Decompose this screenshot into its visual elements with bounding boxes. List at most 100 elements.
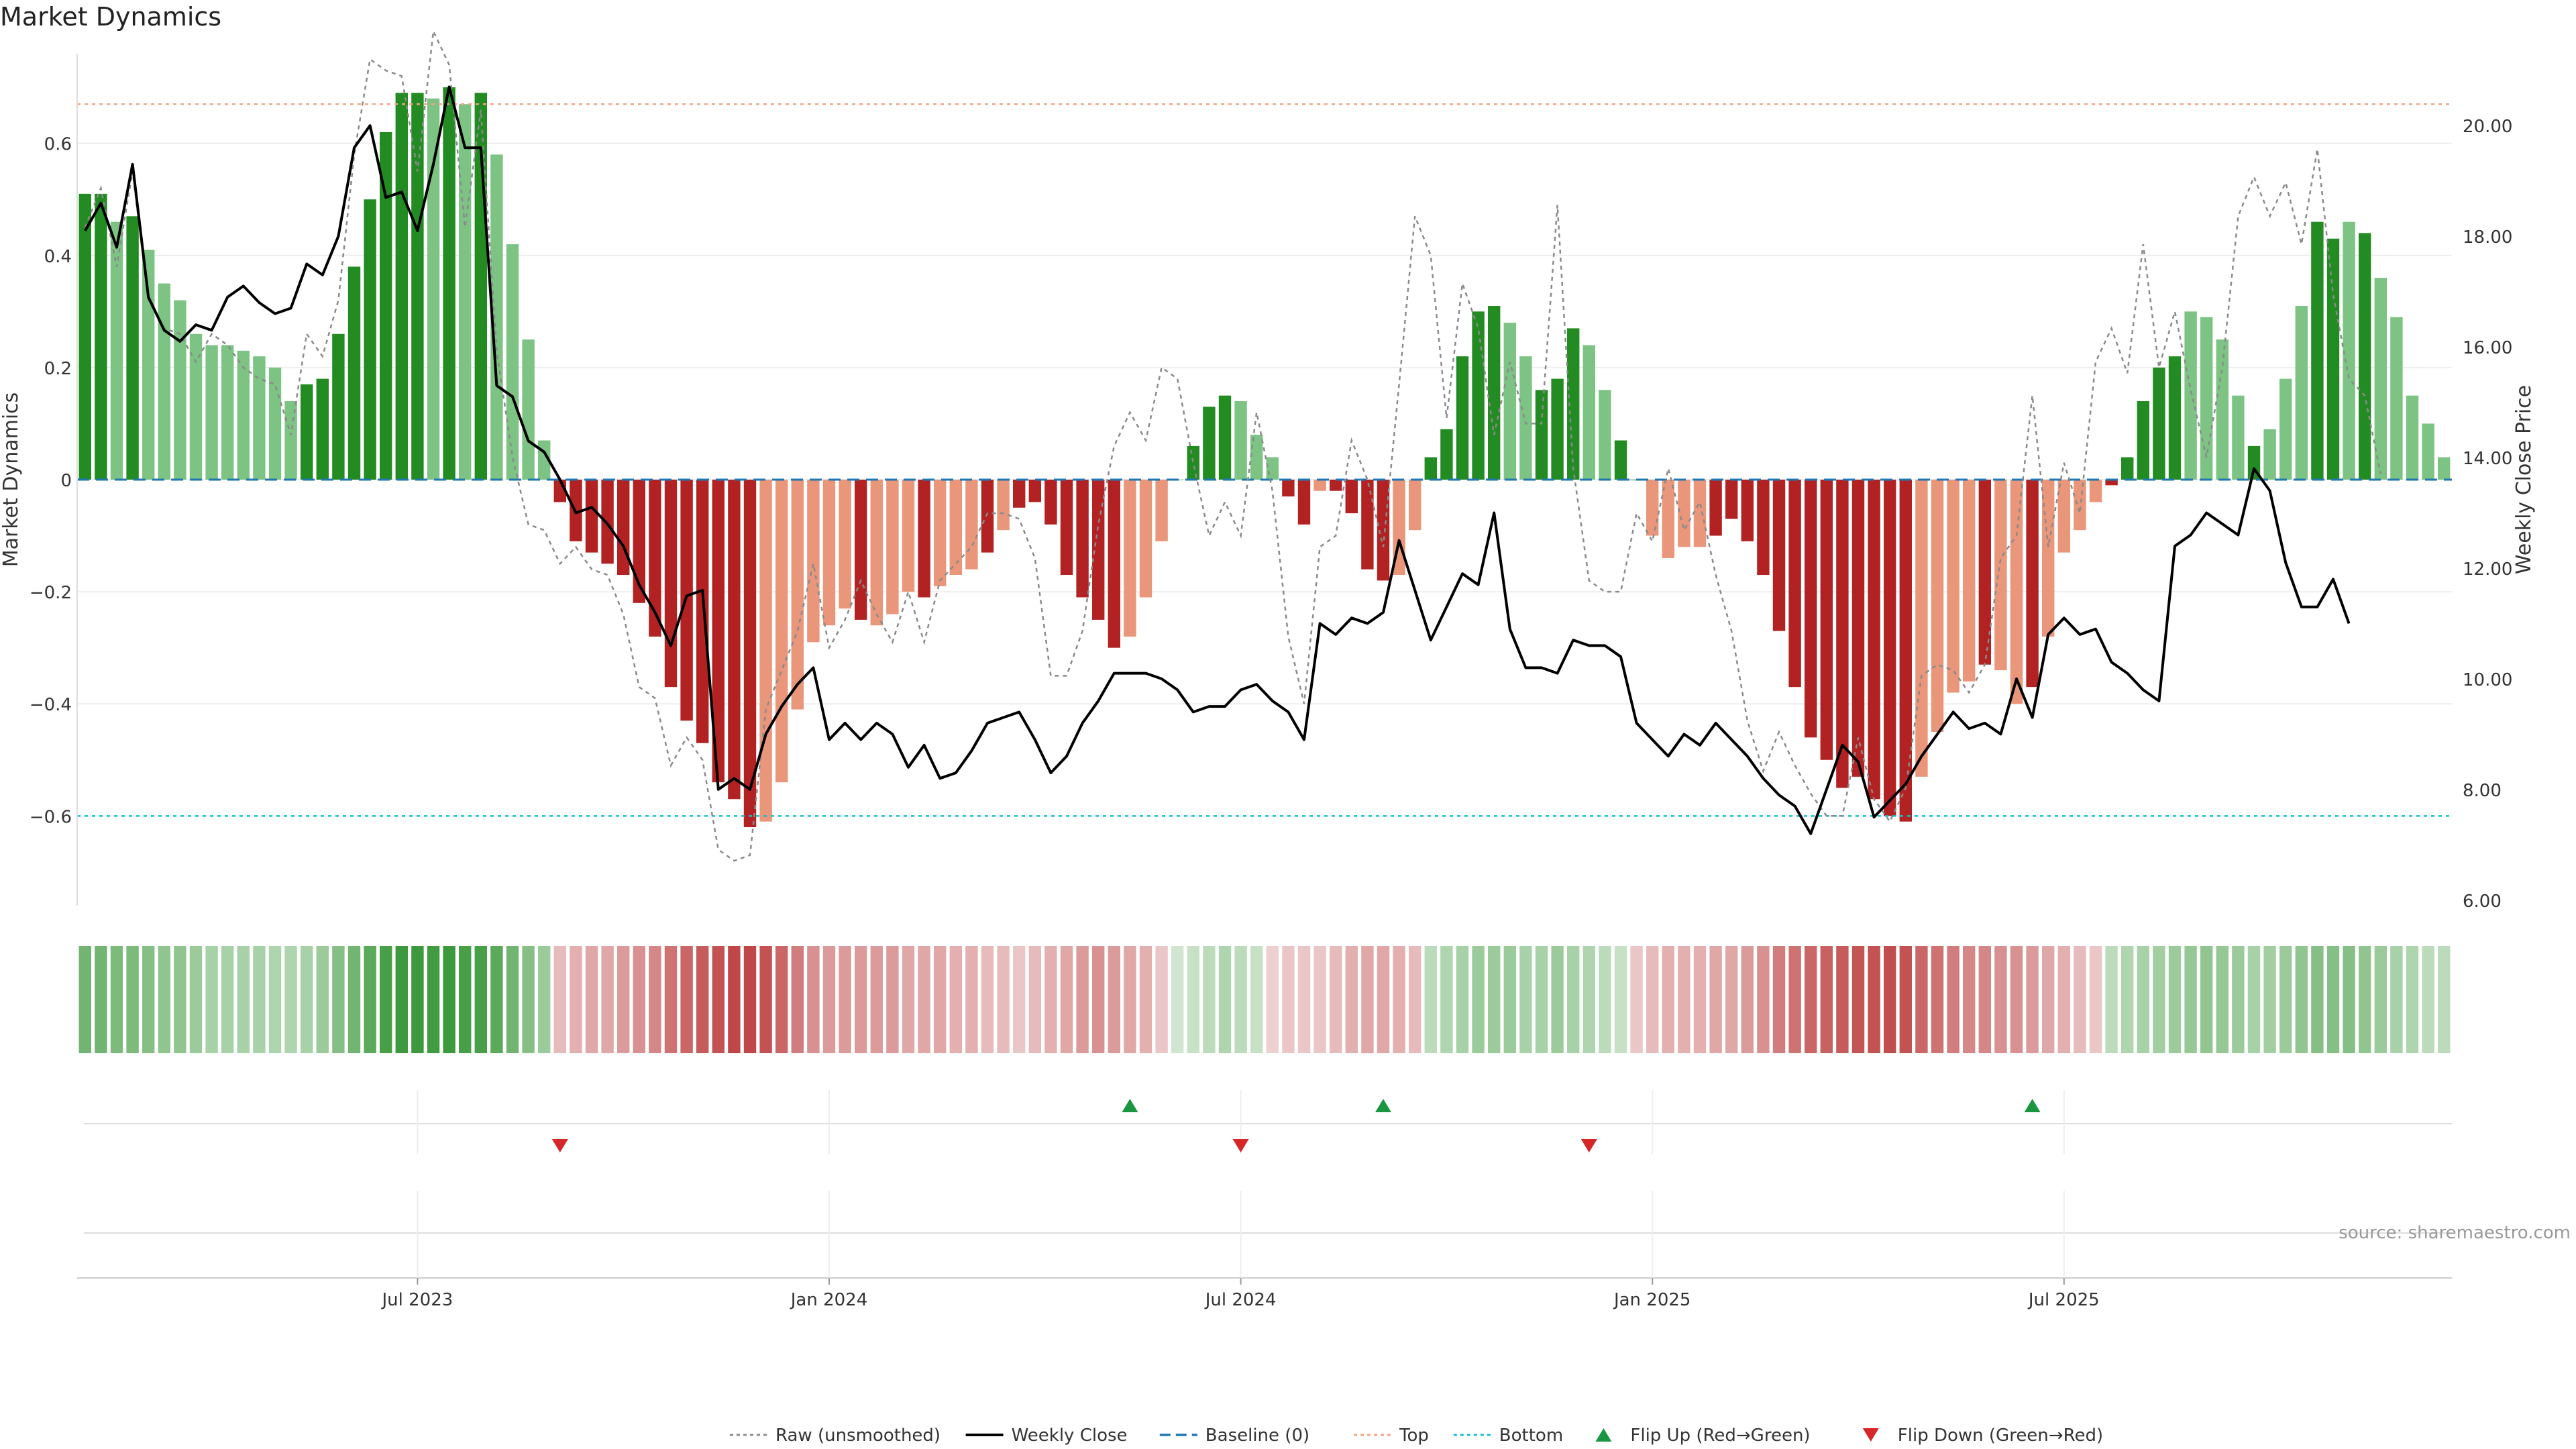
- dynamics-bar: [1313, 480, 1326, 491]
- heatmap-cell: [728, 946, 741, 1053]
- heatmap-cell: [316, 946, 329, 1053]
- dynamics-bar: [1535, 390, 1548, 480]
- dynamics-bar: [253, 356, 266, 480]
- heatmap-cell: [2041, 946, 2055, 1053]
- heatmap-cell: [1535, 946, 1548, 1053]
- dynamics-bar: [1868, 480, 1880, 800]
- heatmap-cell: [1408, 946, 1421, 1053]
- heatmap-cell: [1424, 946, 1438, 1053]
- heatmap-cell: [1678, 946, 1690, 1053]
- heatmap-cell: [1693, 946, 1707, 1053]
- dynamics-bar: [490, 154, 503, 480]
- y2-tick-label: 10.00: [2463, 670, 2512, 690]
- dynamics-bar: [2374, 278, 2387, 480]
- heatmap-cell: [965, 946, 978, 1053]
- heatmap-cell: [2057, 946, 2071, 1053]
- dynamics-bar: [95, 193, 107, 480]
- dynamics-bar: [1599, 390, 1611, 480]
- dynamics-bar: [2279, 378, 2292, 480]
- heatmap-cell: [1978, 946, 1992, 1053]
- y2-tick-label: 8.00: [2463, 781, 2502, 801]
- heatmap-cell: [522, 946, 535, 1053]
- dynamics-bar: [1614, 440, 1627, 480]
- legend-label: Bottom: [1499, 1426, 1563, 1446]
- heatmap-cell: [1772, 946, 1786, 1053]
- dynamics-bar: [933, 480, 947, 586]
- dynamics-bar: [1931, 480, 1944, 732]
- dynamics-bar: [1124, 480, 1136, 637]
- heatmap-cell: [2390, 946, 2403, 1053]
- heatmap-cell: [553, 946, 567, 1053]
- x-tick-label: Jul 2025: [2027, 1290, 2100, 1310]
- heatmap-cell: [1124, 946, 1136, 1053]
- dynamics-bar: [268, 367, 282, 480]
- dynamics-bar: [2422, 423, 2434, 480]
- heatmap-cell: [347, 946, 361, 1053]
- y-tick-label: −0.4: [30, 695, 72, 715]
- heatmap-cell: [2137, 946, 2150, 1053]
- heatmap-cell: [300, 946, 313, 1053]
- heatmap-cell: [759, 946, 772, 1053]
- heatmap-cell: [379, 946, 392, 1053]
- flip-up-marker: [1122, 1099, 1138, 1112]
- dynamics-bar: [1883, 480, 1896, 816]
- heatmap-cell: [1836, 946, 1849, 1053]
- heatmap-cell: [1393, 946, 1405, 1053]
- heatmap-cell: [2422, 946, 2434, 1053]
- dynamics-bar: [1234, 401, 1247, 480]
- dynamics-bar: [712, 480, 725, 783]
- heatmap-cell: [2121, 946, 2134, 1053]
- dynamics-bar: [1915, 480, 1928, 777]
- dynamics-bar: [1551, 378, 1564, 480]
- dynamics-bar: [221, 345, 234, 480]
- dynamics-bar: [1440, 429, 1453, 480]
- heatmap-cell: [616, 946, 630, 1053]
- dynamics-bar: [1582, 345, 1596, 480]
- dynamics-bar: [981, 480, 994, 553]
- dynamics-bar: [2295, 305, 2308, 480]
- heatmap-cell: [2026, 946, 2039, 1053]
- heatmap-cell: [807, 946, 820, 1053]
- dynamics-bar: [2326, 238, 2340, 480]
- heatmap-cell: [189, 946, 203, 1053]
- dynamics-bar: [743, 480, 757, 828]
- dynamics-bar: [1187, 445, 1200, 480]
- dynamics-bar: [2137, 401, 2150, 480]
- dynamics-bar: [189, 333, 203, 480]
- heatmap-cell: [2295, 946, 2308, 1053]
- dynamics-bar: [1472, 311, 1485, 480]
- heatmap-cell: [1456, 946, 1469, 1053]
- dynamics-bar: [649, 480, 661, 637]
- dynamics-bar: [411, 93, 424, 480]
- dynamics-bar: [2343, 221, 2355, 480]
- heatmap-cell: [2010, 946, 2023, 1053]
- dynamics-bar: [1772, 480, 1786, 631]
- dynamics-bar: [1012, 480, 1026, 508]
- heatmap-cell: [981, 946, 994, 1053]
- heatmap-cell: [1361, 946, 1374, 1053]
- legend-swatch: [1862, 1428, 1879, 1442]
- time-axis: Jul 2023 Jan 2024 Jul 2024 Jan 2025 Jul 2025: [380, 1278, 2100, 1310]
- flip-down-marker: [551, 1139, 568, 1152]
- heatmap-cell: [649, 946, 661, 1053]
- dynamics-bar: [2074, 480, 2086, 531]
- heatmap-cell: [1994, 946, 2007, 1053]
- heatmap-cell: [1472, 946, 1485, 1053]
- legend-label: Baseline (0): [1205, 1426, 1309, 1446]
- heatmap-cell: [1218, 946, 1232, 1053]
- heatmap-cell: [570, 946, 582, 1053]
- heatmap-cell: [1266, 946, 1279, 1053]
- heatmap-cell: [633, 946, 646, 1053]
- legend-item-bottom: Bottom: [1453, 1426, 1563, 1446]
- legend-item-baseline: Baseline (0): [1159, 1426, 1309, 1446]
- dynamics-bar: [807, 480, 820, 643]
- series-lines: [84, 28, 2382, 862]
- heatmap-cell: [237, 946, 250, 1053]
- dynamics-bar: [2406, 395, 2419, 480]
- flip-up-marker: [1375, 1099, 1391, 1112]
- heatmap-cell: [1012, 946, 1026, 1053]
- heatmap-cell: [2374, 946, 2387, 1053]
- heatmap-cell: [870, 946, 883, 1053]
- heatmap-cell: [253, 946, 266, 1053]
